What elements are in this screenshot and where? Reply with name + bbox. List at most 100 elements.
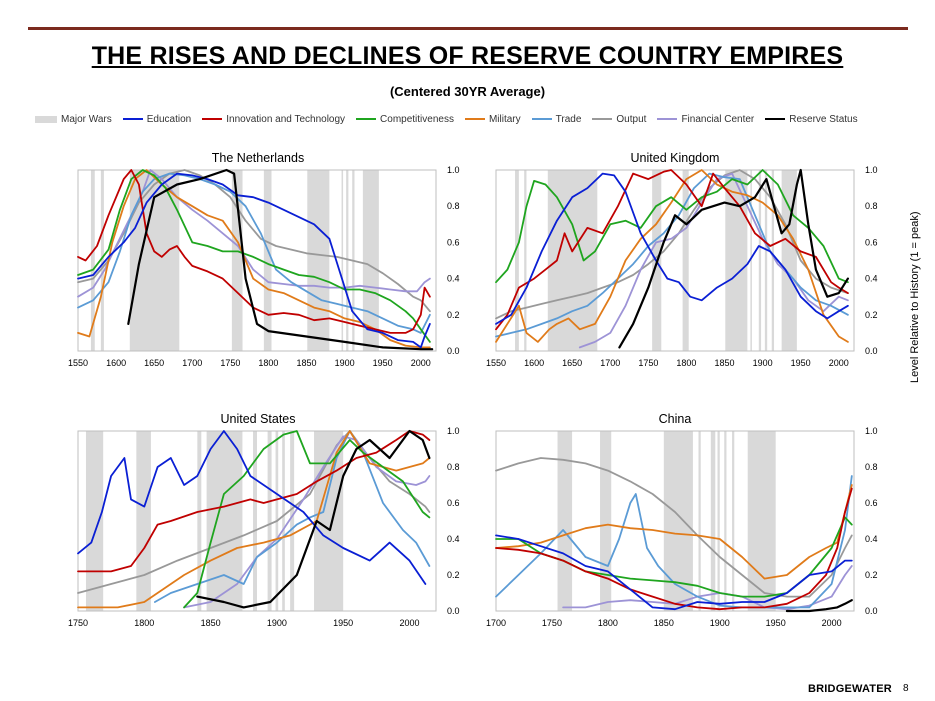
war-band bbox=[771, 170, 775, 351]
x-tick-label: 1900 bbox=[753, 358, 773, 368]
legend-label: Innovation and Technology bbox=[226, 113, 346, 125]
x-tick-label: 1850 bbox=[296, 358, 316, 368]
plot-frame bbox=[77, 169, 437, 352]
x-tick-label: 2000 bbox=[399, 618, 419, 628]
x-tick-label: 1750 bbox=[220, 358, 240, 368]
x-tick-label: 2000 bbox=[829, 358, 849, 368]
legend-item-wars: Major Wars bbox=[35, 114, 112, 125]
x-tick-label: 1800 bbox=[676, 358, 696, 368]
chart-title: The Netherlands bbox=[211, 151, 305, 165]
y-tick-label: 1.0 bbox=[865, 426, 878, 436]
y-tick-label: 0.2 bbox=[447, 310, 460, 320]
x-tick-label: 1950 bbox=[333, 618, 353, 628]
war-band bbox=[267, 431, 272, 611]
series-line-education bbox=[77, 172, 431, 349]
series-line-innovation bbox=[495, 169, 849, 331]
series-line-reserve bbox=[785, 599, 853, 613]
war-band bbox=[307, 170, 330, 351]
war-band bbox=[750, 170, 752, 351]
x-tick-label: 2000 bbox=[822, 618, 842, 628]
series-line-trade bbox=[154, 430, 431, 603]
war-band bbox=[231, 170, 243, 351]
x-tick-label: 1950 bbox=[791, 358, 811, 368]
legend-swatch bbox=[35, 115, 57, 123]
plot-frame bbox=[77, 430, 437, 612]
y-tick-label: 0.6 bbox=[865, 498, 878, 508]
y-tick-label: 0.2 bbox=[447, 570, 460, 580]
x-tick-label: 1800 bbox=[134, 618, 154, 628]
legend-item-education: Education bbox=[122, 114, 191, 125]
series-line-output bbox=[77, 430, 431, 594]
war-band bbox=[515, 170, 519, 351]
series-line-innovation bbox=[77, 169, 431, 334]
y-tick-label: 0.8 bbox=[447, 201, 460, 211]
war-band bbox=[600, 431, 612, 611]
war-band bbox=[764, 170, 768, 351]
legend-swatch bbox=[356, 118, 377, 120]
war-band bbox=[557, 431, 573, 611]
y-tick-label: 0.8 bbox=[865, 201, 878, 211]
series-line-education bbox=[77, 430, 427, 585]
y-tick-label: 1.0 bbox=[865, 165, 878, 175]
war-band bbox=[341, 170, 344, 351]
series-line-competitiveness bbox=[183, 430, 431, 609]
bridgewater-logo: BRIDGEWATER bbox=[808, 683, 892, 695]
x-tick-label: 1550 bbox=[486, 358, 506, 368]
x-tick-label: 2000 bbox=[411, 358, 431, 368]
x-tick-label: 1850 bbox=[714, 358, 734, 368]
page-number: 8 bbox=[903, 683, 909, 694]
war-band bbox=[346, 170, 349, 351]
series-line-education bbox=[495, 534, 853, 611]
war-band bbox=[136, 431, 151, 611]
x-tick-label: 1800 bbox=[598, 618, 618, 628]
x-tick-label: 1600 bbox=[106, 358, 126, 368]
legend-item-innovation: Innovation and Technology bbox=[202, 114, 345, 125]
series-line-reserve bbox=[196, 429, 431, 609]
legend-swatch bbox=[657, 118, 678, 120]
page-title: THE RISES AND DECLINES OF RESERVE COUNTR… bbox=[91, 42, 844, 70]
legend-item-military: Military bbox=[464, 114, 521, 125]
series-line-military bbox=[495, 169, 849, 343]
x-tick-label: 1950 bbox=[766, 618, 786, 628]
x-tick-label: 1650 bbox=[144, 358, 164, 368]
plot-frame bbox=[495, 169, 855, 352]
y-tick-label: 1.0 bbox=[447, 426, 460, 436]
x-tick-label: 1750 bbox=[638, 358, 658, 368]
legend-swatch bbox=[531, 118, 552, 120]
legend-label: Reserve Status bbox=[789, 113, 858, 125]
plot-frame bbox=[495, 430, 855, 612]
legend-label: Major Wars bbox=[61, 113, 112, 125]
war-band bbox=[85, 431, 104, 611]
series-line-output bbox=[77, 169, 431, 313]
legend-item-trade: Trade bbox=[531, 114, 581, 125]
series-line-trade bbox=[77, 172, 431, 334]
legend-item-output: Output bbox=[592, 114, 646, 125]
legend-swatch bbox=[592, 118, 613, 120]
x-tick-label: 1850 bbox=[654, 618, 674, 628]
y-tick-label: 0.0 bbox=[865, 346, 878, 356]
chart-title: China bbox=[658, 412, 692, 426]
war-band bbox=[253, 431, 257, 611]
y-axis-label: Level Relative to History (1 = peak) bbox=[909, 211, 921, 384]
x-tick-label: 1950 bbox=[373, 358, 393, 368]
war-band bbox=[263, 170, 272, 351]
x-tick-label: 1550 bbox=[68, 358, 88, 368]
legend-item-competitiveness: Competitiveness bbox=[356, 114, 454, 125]
legend-label: Output bbox=[616, 113, 647, 125]
legend: Major Wars Education Innovation and Techno… bbox=[35, 112, 869, 126]
y-tick-label: 0.4 bbox=[865, 274, 878, 284]
x-tick-label: 1700 bbox=[600, 358, 620, 368]
y-tick-label: 0.4 bbox=[865, 534, 878, 544]
war-band bbox=[90, 170, 95, 351]
series-line-output bbox=[495, 457, 853, 598]
legend-label: Competitiveness bbox=[380, 113, 454, 125]
series-line-education bbox=[495, 172, 849, 325]
y-tick-label: 0.8 bbox=[447, 462, 460, 472]
chart-title: United Kingdom bbox=[630, 151, 720, 165]
series-line-competitiveness bbox=[495, 169, 849, 284]
y-tick-label: 0.8 bbox=[865, 462, 878, 472]
chart-title: United States bbox=[220, 412, 296, 426]
page-subtitle: (Centered 30YR Average) bbox=[389, 84, 546, 99]
y-tick-label: 0.0 bbox=[447, 606, 460, 616]
